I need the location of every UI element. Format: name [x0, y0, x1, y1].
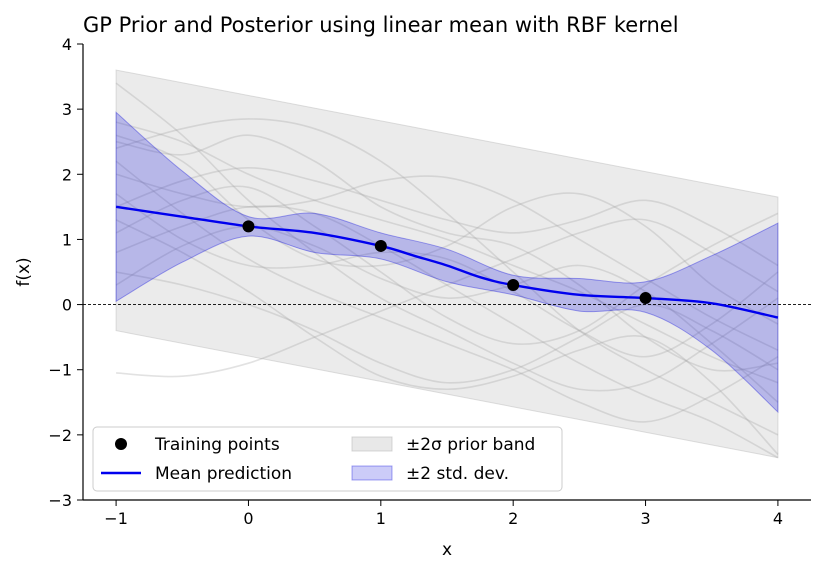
- prior-band-layer: [115, 69, 779, 459]
- legend-prior-label: ±2σ prior band: [406, 435, 535, 455]
- training-point-2: [507, 279, 520, 292]
- prior-sample-10: [115, 82, 779, 392]
- prior-sample-8: [115, 205, 779, 459]
- y-tick-label: 0: [62, 296, 72, 315]
- prior-sample-7: [115, 134, 779, 325]
- x-ticks: −1 0 1 2 3 4: [104, 500, 783, 528]
- prior-band: [115, 69, 779, 459]
- axes: −1 0 1 2 3 4 −3 −2 −1 0 1 2 3 4: [48, 35, 811, 528]
- training-point-1: [374, 239, 387, 252]
- prior-sample-9: [115, 193, 779, 358]
- x-tick-label: 3: [640, 509, 650, 528]
- prior-sample-11: [115, 166, 779, 267]
- legend-posterior-label: ±2 std. dev.: [406, 464, 509, 484]
- prior-sample-2: [116, 218, 779, 378]
- legend-posterior-swatch: [351, 465, 393, 481]
- prior-sample-1: [115, 185, 779, 345]
- y-ticks: −3 −2 −1 0 1 2 3 4: [48, 35, 83, 510]
- y-tick-label: −1: [48, 361, 72, 380]
- y-tick-label: 3: [62, 100, 72, 119]
- prior-sample-14: [115, 134, 778, 372]
- prior-sample-13: [115, 225, 779, 403]
- x-tick-label: 1: [376, 509, 386, 528]
- y-tick-label: 1: [62, 230, 72, 249]
- chart-title: GP Prior and Posterior using linear mean…: [83, 13, 679, 37]
- x-tick-label: 2: [508, 509, 518, 528]
- x-axis-label: x: [442, 540, 452, 560]
- y-tick-label: 2: [62, 165, 72, 184]
- training-points-layer: [242, 220, 652, 305]
- prior-sample-12: [115, 160, 779, 423]
- training-point-0: [242, 220, 255, 233]
- y-tick-label: 4: [62, 35, 72, 54]
- legend-training-label: Training points: [154, 435, 280, 455]
- x-tick-label: −1: [104, 509, 128, 528]
- legend-prior-swatch: [351, 436, 393, 452]
- y-tick-label: −2: [48, 426, 72, 445]
- legend: Training points Mean prediction ±2σ prio…: [92, 426, 563, 492]
- y-tick-label: −3: [48, 491, 72, 510]
- y-axis-label: f(x): [14, 257, 34, 286]
- training-point-3: [639, 292, 652, 305]
- legend-frame: [92, 426, 563, 492]
- prior-sample-4: [115, 271, 779, 384]
- prior-sample-5: [115, 173, 779, 351]
- plot-area: [83, 69, 811, 459]
- prior-sample-3: [115, 118, 779, 436]
- legend-mean-label: Mean prediction: [155, 464, 292, 484]
- prior-sample-0: [115, 121, 779, 384]
- x-tick-label: 0: [243, 509, 253, 528]
- x-tick-label: 4: [773, 509, 783, 528]
- prior-samples-layer: [115, 82, 779, 459]
- legend-training-marker: [115, 438, 127, 450]
- prior-sample-6: [115, 219, 779, 455]
